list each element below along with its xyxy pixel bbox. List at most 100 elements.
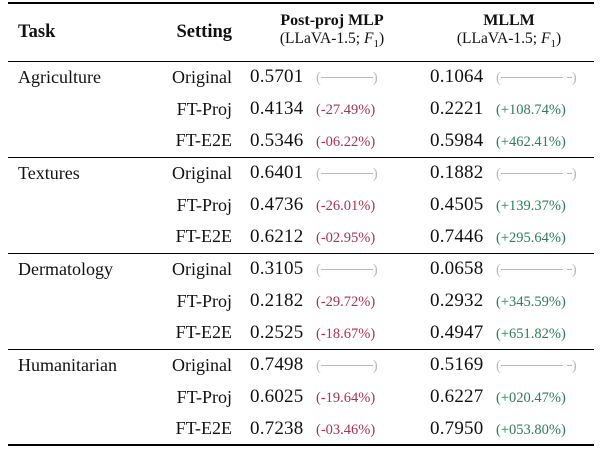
- mlp-delta: (-03.46%): [316, 421, 376, 438]
- postproj-mlp-subtitle: (LLaVA-1.5; F1): [240, 30, 424, 53]
- mlp-score: 0.3105: [250, 258, 304, 280]
- table-row: FT-E2E 0.5346 (-06.22%) 0.5984 (+462.41%): [8, 125, 594, 157]
- mlp-score: 0.4736: [250, 194, 304, 215]
- mllm-score-cell: 0.6227 (+020.47%): [424, 381, 594, 413]
- mllm-score-cell: 0.4947 (+651.82%): [424, 317, 594, 349]
- mlp-score-cell: 0.6212 (-02.95%): [240, 221, 424, 253]
- mllm-score-cell: 0.7950 (+053.80%): [424, 413, 594, 445]
- subtitle-prefix: (LLaVA-1.5;: [279, 30, 364, 48]
- table-row: Humanitarian Original 0.7498 () 0.5169 (): [8, 348, 594, 381]
- mllm-delta: (+053.80%): [496, 421, 566, 438]
- table-row: FT-E2E 0.6212 (-02.95%) 0.7446 (+295.64%): [8, 221, 594, 253]
- column-header-mllm: MLLM (LLaVA-1.5; F1): [424, 3, 594, 62]
- task-label: Dermatology: [8, 252, 158, 285]
- mllm-delta: (+108.74%): [496, 102, 566, 118]
- mllm-score: 0.5984: [430, 129, 484, 151]
- subtitle-suffix: ): [555, 30, 562, 48]
- dash-line: [320, 364, 373, 367]
- metric-symbol: F: [363, 30, 374, 48]
- mlp-score-cell: 0.5701 (): [240, 61, 424, 93]
- mlp-score-cell: 0.6025 (-19.64%): [240, 381, 424, 413]
- setting-label: FT-E2E: [175, 130, 232, 151]
- no-change-dash: (): [316, 262, 378, 279]
- mlp-score-cell: 0.6401 (): [240, 156, 424, 189]
- dash-line: [320, 172, 373, 175]
- no-change-dash: (): [316, 70, 378, 87]
- metric-symbol: F: [540, 30, 551, 48]
- mllm-delta: (+651.82%): [496, 325, 566, 342]
- mllm-delta: (+345.59%): [496, 294, 566, 310]
- dash-line: [500, 76, 563, 79]
- mllm-score-cell: 0.2932 (+345.59%): [424, 285, 594, 317]
- mllm-delta: (+462.41%): [496, 133, 566, 150]
- mllm-score-cell: 0.7446 (+295.64%): [424, 221, 594, 253]
- column-header-task: Task: [8, 3, 158, 62]
- task-label: [8, 189, 158, 221]
- table-row: FT-E2E 0.7238 (-03.46%) 0.7950 (+053.80%): [8, 413, 594, 445]
- mlp-score-cell: 0.5346 (-06.22%): [240, 125, 424, 157]
- setting-label: FT-Proj: [176, 290, 232, 311]
- mlp-score: 0.2182: [250, 290, 304, 311]
- task-label: Agriculture: [18, 66, 101, 87]
- mllm-score: 0.4505: [430, 194, 484, 215]
- dash-line: [320, 268, 373, 271]
- no-change-dash: (): [496, 70, 577, 87]
- mllm-score: 0.0658: [430, 258, 484, 280]
- postproj-mlp-title: Post-proj MLP: [280, 12, 384, 30]
- dash-stub: [566, 76, 572, 79]
- mlp-score: 0.6401: [250, 162, 304, 184]
- mlp-score-cell: 0.3105 (): [240, 252, 424, 285]
- metric-subscript: 1: [373, 38, 379, 51]
- table-row: Textures Original 0.6401 () 0.1882 (): [8, 156, 594, 189]
- mlp-delta: (-18.67%): [316, 325, 376, 342]
- task-label: [8, 125, 158, 157]
- mlp-score: 0.5701: [250, 66, 304, 88]
- mlp-score: 0.6212: [250, 225, 304, 247]
- mllm-score-cell: 0.4505 (+139.37%): [424, 189, 594, 221]
- no-change-dash: (): [316, 166, 378, 183]
- mllm-delta: (+139.37%): [496, 198, 566, 214]
- mllm-score: 0.5169: [430, 354, 484, 376]
- task-label: [8, 285, 158, 317]
- dash-line: [500, 364, 563, 367]
- mlp-delta: (-29.72%): [316, 294, 376, 310]
- table-row: Dermatology Original 0.3105 () 0.0658 (): [8, 252, 594, 285]
- mlp-score-cell: 0.7498 (): [240, 348, 424, 381]
- column-header-setting: Setting: [158, 3, 240, 62]
- setting-label: FT-E2E: [175, 322, 232, 343]
- mllm-score: 0.1882: [430, 162, 484, 184]
- header-row: Task Setting Post-proj MLP (LLaVA-1.5; F…: [8, 3, 594, 62]
- mlp-score: 0.2525: [250, 321, 304, 343]
- setting-label: FT-Proj: [176, 386, 232, 407]
- no-change-dash: (): [496, 262, 577, 279]
- table-row: FT-Proj 0.2182 (-29.72%) 0.2932 (+345.59%): [8, 285, 594, 317]
- metric-subscript: 1: [550, 38, 556, 51]
- mllm-score: 0.7446: [430, 225, 484, 247]
- setting-label: FT-E2E: [175, 418, 232, 438]
- setting-label: Original: [158, 252, 240, 285]
- mllm-score: 0.1064: [430, 66, 484, 88]
- mllm-score: 0.6227: [430, 386, 484, 407]
- table-row: Agriculture Original 0.5701 () 0.1064 (): [8, 61, 594, 93]
- task-label: [8, 317, 158, 349]
- setting-label: FT-E2E: [175, 226, 232, 247]
- mlp-score-cell: 0.2182 (-29.72%): [240, 285, 424, 317]
- mllm-score-cell: 0.1064 (): [424, 61, 594, 93]
- table-row: FT-Proj 0.6025 (-19.64%) 0.6227 (+020.47%): [8, 381, 594, 413]
- dash-stub: [566, 172, 572, 175]
- mlp-delta: (-27.49%): [316, 102, 376, 118]
- mlp-score: 0.6025: [250, 386, 304, 407]
- mllm-score-cell: 0.5984 (+462.41%): [424, 125, 594, 157]
- table-row: FT-Proj 0.4134 (-27.49%) 0.2221 (+108.74%): [8, 93, 594, 125]
- mllm-delta: (+020.47%): [496, 390, 566, 406]
- table-row: FT-Proj 0.4736 (-26.01%) 0.4505 (+139.37%): [8, 189, 594, 221]
- no-change-dash: (): [496, 358, 577, 375]
- task-label: Humanitarian: [8, 348, 158, 381]
- mlp-score: 0.4134: [250, 98, 304, 119]
- mlp-delta: (-19.64%): [316, 390, 376, 406]
- group-humanitarian: Humanitarian Original 0.7498() 0.5169() …: [8, 348, 594, 445]
- setting-label: FT-Proj: [176, 98, 232, 119]
- subtitle-suffix: ): [378, 30, 385, 48]
- task-label: Textures: [8, 156, 158, 189]
